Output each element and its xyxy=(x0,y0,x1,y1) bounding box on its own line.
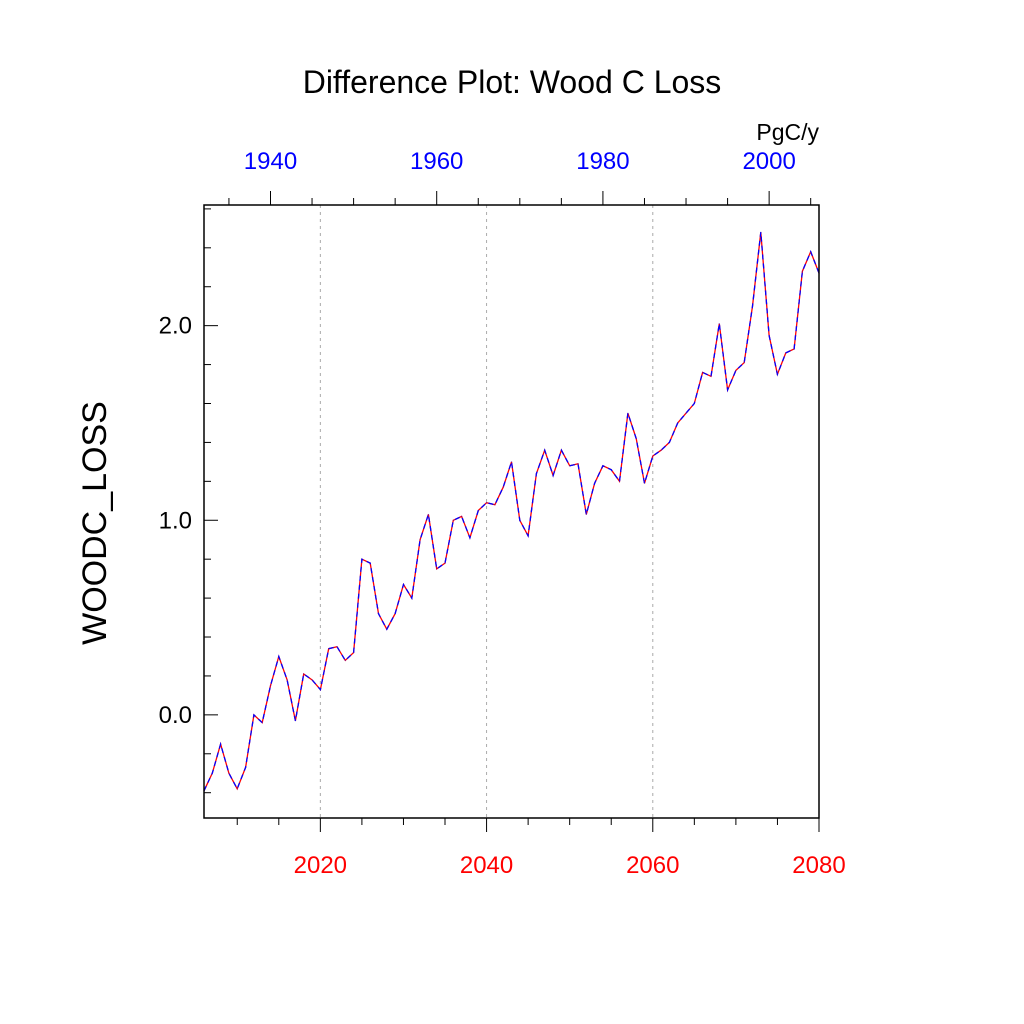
data-point xyxy=(726,389,729,391)
data-point xyxy=(386,628,388,630)
data-point xyxy=(610,469,612,471)
data-point xyxy=(585,513,587,516)
data-point xyxy=(519,519,521,521)
bottom-tick-label: 2040 xyxy=(460,852,513,879)
data-point xyxy=(494,504,496,506)
data-point xyxy=(810,251,812,253)
data-point xyxy=(236,788,238,790)
data-point xyxy=(760,231,762,233)
data-point xyxy=(336,646,338,648)
y-tick-label: 0.0 xyxy=(159,702,192,729)
top-tick-label: 2000 xyxy=(742,148,795,175)
data-point xyxy=(228,772,230,774)
tick-labels: 2020 2040 2060 2080 1940 1960 1980 2000 0.0 1.0 2.… xyxy=(159,148,846,879)
data-point xyxy=(311,679,313,681)
data-point xyxy=(419,539,421,541)
series-line-blue xyxy=(203,232,820,792)
data-point xyxy=(577,463,579,465)
data-point xyxy=(444,562,446,564)
data-point xyxy=(211,772,213,774)
bottom-tick-label: 2080 xyxy=(792,852,845,879)
bottom-tick-label: 2020 xyxy=(294,852,347,879)
top-tick-label: 1960 xyxy=(410,148,463,175)
top-tick-label: 1940 xyxy=(244,148,297,175)
data-point xyxy=(427,513,429,516)
grid-lines xyxy=(319,205,654,818)
series-line-red xyxy=(203,232,820,792)
data-point xyxy=(652,455,654,457)
data-point xyxy=(461,515,463,517)
data-point xyxy=(220,743,222,745)
data-point xyxy=(768,334,770,336)
data-point xyxy=(643,482,646,484)
data-point xyxy=(718,323,720,325)
data-point xyxy=(377,613,380,615)
chart-title: Difference Plot: Wood C Loss xyxy=(303,64,722,100)
plot-frame xyxy=(203,204,820,819)
data-point xyxy=(352,651,355,654)
tick-marks xyxy=(204,191,820,832)
data-point xyxy=(502,486,504,488)
data-point xyxy=(594,482,596,484)
data-point xyxy=(735,369,737,372)
data-point xyxy=(743,362,745,364)
data-point xyxy=(244,766,247,769)
data-point xyxy=(452,519,454,521)
data-point xyxy=(286,679,288,681)
data-point xyxy=(319,688,321,691)
data-point xyxy=(369,562,371,564)
data-point xyxy=(785,352,787,354)
data-point xyxy=(544,449,546,451)
data-point xyxy=(328,648,330,650)
data-point xyxy=(552,474,554,477)
data-point xyxy=(294,720,297,722)
data-point xyxy=(618,480,621,482)
data-point xyxy=(261,722,263,724)
data-point xyxy=(602,465,604,467)
units-label: PgC/y xyxy=(756,119,819,145)
data-point xyxy=(269,685,272,687)
data-point xyxy=(668,441,671,444)
data-point xyxy=(278,655,280,658)
data-point xyxy=(510,461,513,463)
data-point xyxy=(693,402,695,405)
data-point xyxy=(776,373,779,375)
bottom-tick-label: 2060 xyxy=(626,852,679,879)
data-point xyxy=(710,375,712,377)
data-point xyxy=(527,535,529,537)
data-point xyxy=(793,348,795,350)
data-point xyxy=(253,714,255,716)
y-axis-title: WOODC_LOSS xyxy=(76,401,114,645)
data-point xyxy=(560,449,562,451)
data-point xyxy=(485,502,488,504)
series-layer xyxy=(203,231,820,792)
data-point xyxy=(469,537,471,539)
y-tick-label: 2.0 xyxy=(159,313,192,340)
y-tick-label: 1.0 xyxy=(159,507,192,534)
data-point xyxy=(436,568,438,570)
data-point xyxy=(394,613,396,615)
data-point xyxy=(627,412,629,414)
data-point xyxy=(685,412,687,414)
data-point xyxy=(361,558,363,560)
top-tick-label: 1980 xyxy=(576,148,629,175)
data-point xyxy=(569,465,571,467)
data-point xyxy=(677,422,679,424)
data-point xyxy=(702,371,704,373)
data-point xyxy=(344,659,346,661)
data-point xyxy=(801,270,803,272)
data-point xyxy=(303,673,305,675)
data-point xyxy=(635,437,637,440)
data-point xyxy=(751,305,754,307)
data-point xyxy=(411,597,413,599)
data-point xyxy=(660,449,662,451)
data-point xyxy=(402,583,405,586)
data-point xyxy=(535,472,538,475)
data-point xyxy=(477,509,479,512)
